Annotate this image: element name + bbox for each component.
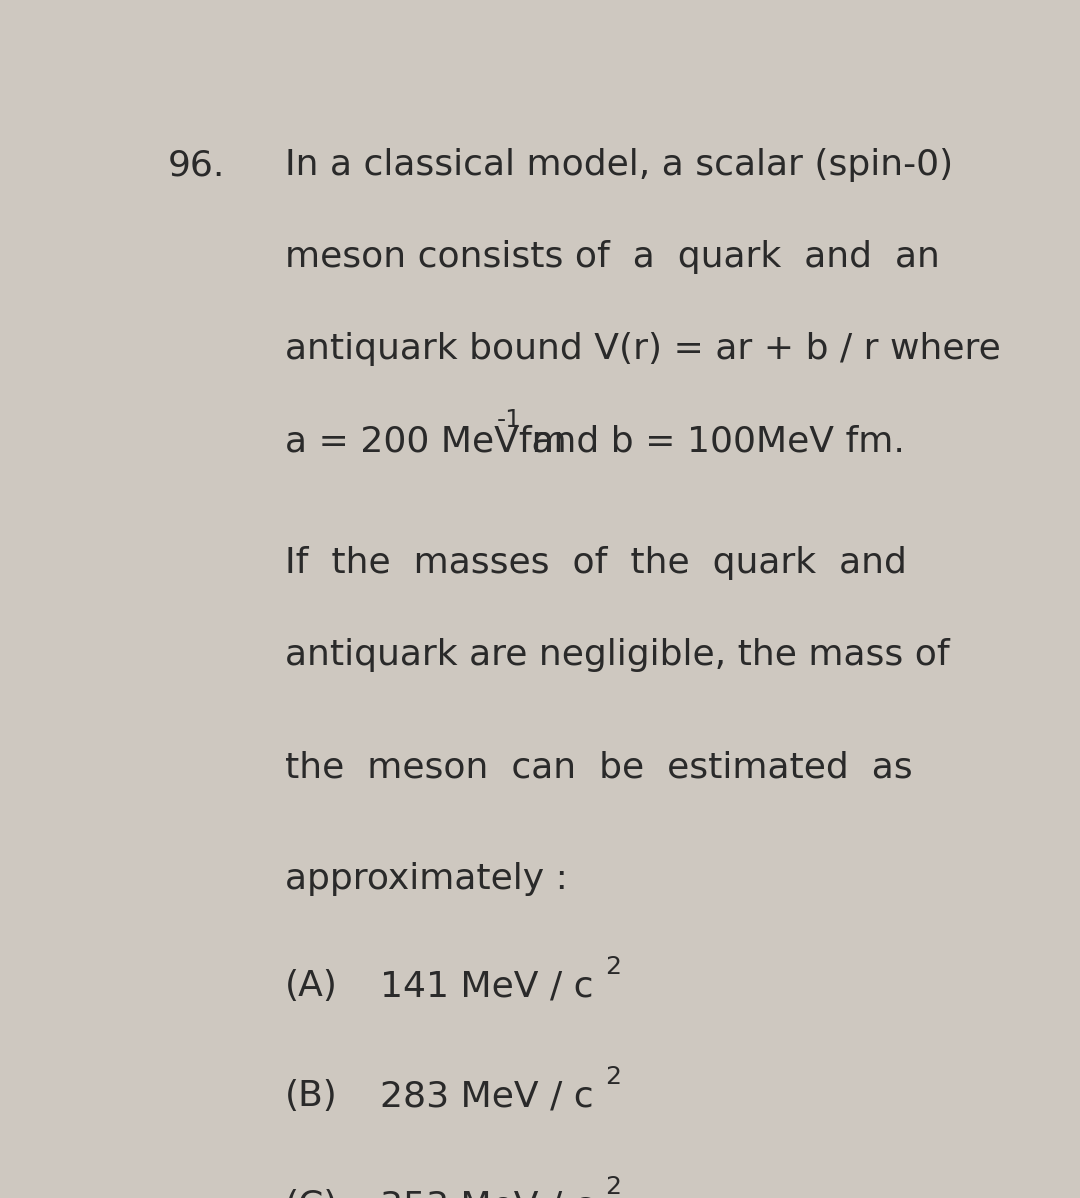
Text: and b = 100MeV fm.: and b = 100MeV fm. [519, 424, 905, 458]
Text: 2: 2 [605, 1065, 621, 1089]
Text: In a classical model, a scalar (spin-0): In a classical model, a scalar (spin-0) [285, 149, 954, 182]
Text: antiquark are negligible, the mass of: antiquark are negligible, the mass of [285, 639, 949, 672]
Text: the  meson  can  be  estimated  as: the meson can be estimated as [285, 750, 913, 783]
Text: (C): (C) [285, 1188, 338, 1198]
Text: 2: 2 [605, 1175, 621, 1198]
Text: 96.: 96. [168, 149, 226, 182]
Text: (B): (B) [285, 1079, 338, 1113]
Text: 353 MeV / c: 353 MeV / c [380, 1188, 594, 1198]
Text: 2: 2 [605, 955, 621, 979]
Text: a = 200 MeVfm: a = 200 MeVfm [285, 424, 567, 458]
Text: If  the  masses  of  the  quark  and: If the masses of the quark and [285, 546, 907, 580]
Text: 141 MeV / c: 141 MeV / c [380, 969, 594, 1003]
Text: -1: -1 [497, 409, 522, 432]
Text: approximately :: approximately : [285, 863, 568, 896]
Text: 283 MeV / c: 283 MeV / c [380, 1079, 594, 1113]
Text: (A): (A) [285, 969, 338, 1003]
Text: meson consists of  a  quark  and  an: meson consists of a quark and an [285, 240, 940, 274]
Text: antiquark bound V(r) = ar + b / r where: antiquark bound V(r) = ar + b / r where [285, 332, 1001, 367]
